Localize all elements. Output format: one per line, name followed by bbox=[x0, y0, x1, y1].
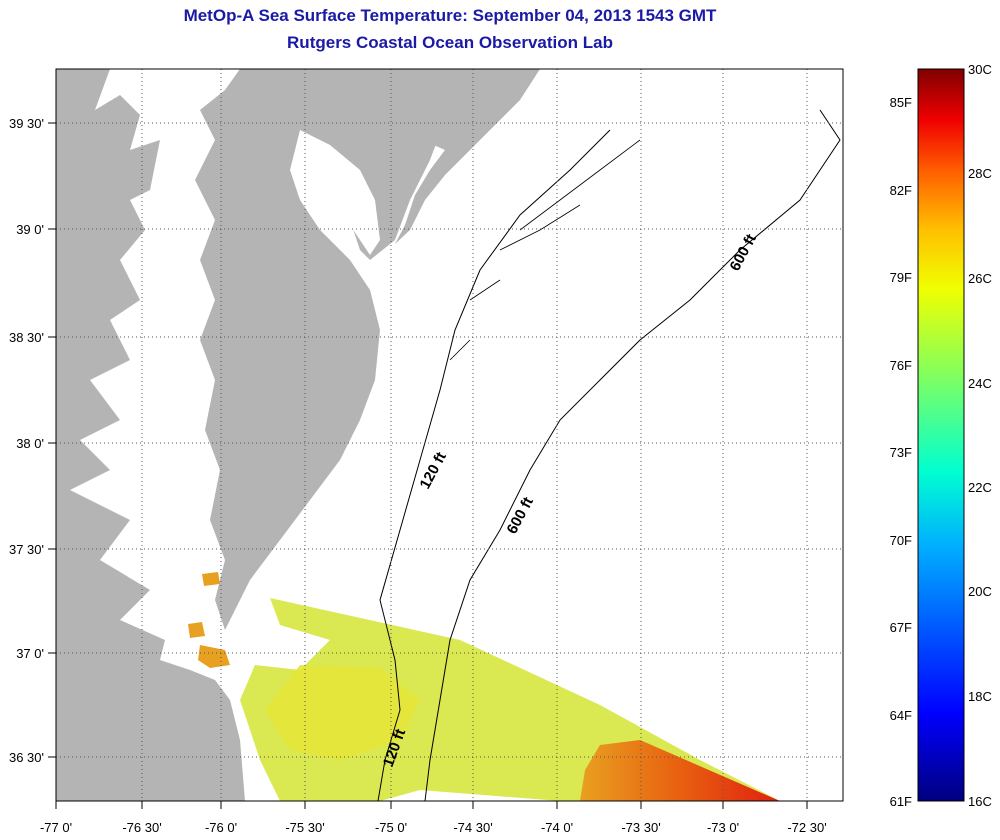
lon-label: -73 30' bbox=[621, 820, 660, 835]
lon-label: -75 30' bbox=[285, 820, 324, 835]
colorbar-label-c: 16C bbox=[968, 794, 992, 809]
sst-swath-yellow-2 bbox=[265, 665, 420, 760]
sst-bay-patch bbox=[198, 645, 230, 668]
colorbar-label-f: 73F bbox=[890, 445, 912, 460]
lat-label: 38 30' bbox=[9, 330, 44, 345]
sst-swath-hot bbox=[580, 740, 780, 801]
sst-bay-patch-3 bbox=[202, 572, 220, 586]
map-subtitle: Rutgers Coastal Ocean Observation Lab bbox=[287, 33, 613, 52]
lon-label: -75 0' bbox=[375, 820, 407, 835]
map-title: MetOp-A Sea Surface Temperature: Septemb… bbox=[183, 6, 717, 25]
lon-labels: -77 0' -76 30' -76 0' -75 30' -75 0' -74… bbox=[40, 820, 827, 835]
colorbar-label-f: 70F bbox=[890, 533, 912, 548]
lat-label: 38 0' bbox=[16, 436, 44, 451]
colorbar-label-c: 18C bbox=[968, 689, 992, 704]
colorbar-label-f: 79F bbox=[890, 270, 912, 285]
sst-bay-patch-2 bbox=[188, 622, 205, 638]
lon-label: -76 0' bbox=[205, 820, 237, 835]
colorbar-label-c: 30C bbox=[968, 62, 992, 77]
colorbar-label-f: 82F bbox=[890, 183, 912, 198]
map-frame bbox=[55, 68, 844, 802]
colorbar-c-labels: 30C 28C 26C 24C 22C 20C 18C 16C bbox=[968, 62, 992, 809]
lat-label: 39 0' bbox=[16, 222, 44, 237]
delaware-bay bbox=[300, 130, 380, 255]
isobath-600ft bbox=[424, 109, 841, 801]
lat-label: 39 30' bbox=[9, 116, 44, 131]
lon-label: -72 30' bbox=[787, 820, 826, 835]
lon-label: -74 0' bbox=[541, 820, 573, 835]
colorbar-label-c: 28C bbox=[968, 166, 992, 181]
colorbar-label-f: 64F bbox=[890, 708, 912, 723]
colorbar-label-f: 67F bbox=[890, 620, 912, 635]
lat-labels: 39 30' 39 0' 38 30' 38 0' 37 30' 37 0' 3… bbox=[9, 116, 44, 765]
colorbar-label-c: 26C bbox=[968, 271, 992, 286]
colorbar-label-f: 85F bbox=[890, 95, 912, 110]
land-western-shore bbox=[56, 69, 245, 801]
lon-label: -77 0' bbox=[40, 820, 72, 835]
colorbar-label-f: 61F bbox=[890, 794, 912, 809]
isobath-120ft bbox=[377, 129, 611, 801]
colorbar-label-c: 24C bbox=[968, 376, 992, 391]
colorbar-label-c: 22C bbox=[968, 480, 992, 495]
colorbar-f-labels: 85F 82F 79F 76F 73F 70F 67F 64F 61F bbox=[890, 95, 912, 809]
colorbar-label-c: 20C bbox=[968, 584, 992, 599]
lon-label: -76 30' bbox=[122, 820, 161, 835]
lat-label: 37 0' bbox=[16, 646, 44, 661]
shelf-contours bbox=[449, 139, 641, 361]
colorbar bbox=[917, 68, 965, 802]
lat-label: 36 30' bbox=[9, 750, 44, 765]
colorbar-label-f: 76F bbox=[890, 358, 912, 373]
lat-label: 37 30' bbox=[9, 542, 44, 557]
land-delmarva bbox=[195, 69, 445, 630]
axis-ticks bbox=[48, 122, 808, 809]
lon-label: -73 0' bbox=[707, 820, 739, 835]
land-new-jersey bbox=[300, 69, 540, 244]
lon-label: -74 30' bbox=[453, 820, 492, 835]
